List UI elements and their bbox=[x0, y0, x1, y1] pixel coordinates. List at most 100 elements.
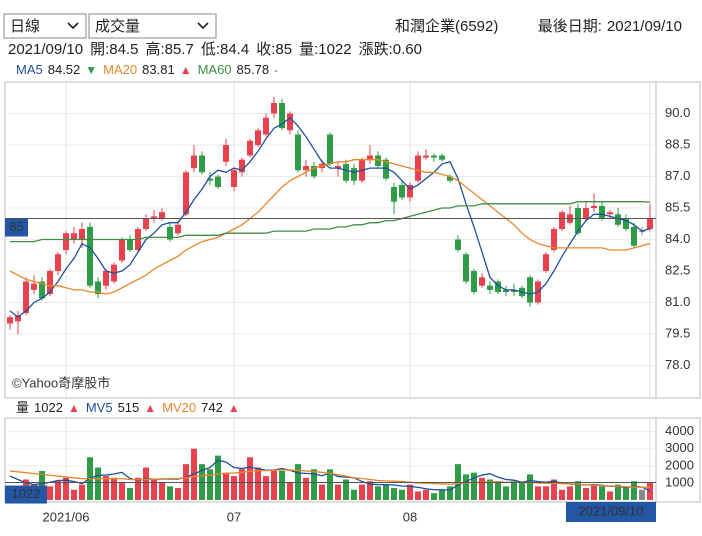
volume-bar bbox=[55, 481, 61, 500]
y-tick-label: 90.0 bbox=[665, 105, 690, 120]
volume-bar bbox=[511, 481, 517, 500]
candle-body bbox=[503, 289, 509, 292]
legend-value: 515 bbox=[118, 400, 140, 415]
volume-bar bbox=[287, 482, 293, 500]
legend-name: MA20 bbox=[103, 62, 137, 77]
legend-entry: MA20 83.81 ▲ bbox=[103, 62, 191, 77]
candle-body bbox=[631, 226, 637, 246]
last-date-value: 2021/09/10 bbox=[607, 18, 682, 35]
candle-body bbox=[343, 163, 349, 181]
volume-bar bbox=[39, 470, 45, 500]
candle-body bbox=[55, 254, 61, 271]
candle-body bbox=[95, 281, 101, 295]
candle-body bbox=[615, 214, 621, 225]
legend-trend: ▲ bbox=[180, 63, 192, 77]
volume-bar bbox=[639, 489, 645, 500]
volume-bar bbox=[463, 474, 469, 500]
volume-bar bbox=[239, 469, 245, 500]
info-value: 1022 bbox=[318, 41, 351, 58]
volume-bar bbox=[479, 477, 485, 500]
candle-body bbox=[103, 271, 109, 286]
dropdown-text[interactable]: 日線 bbox=[10, 18, 40, 35]
volume-bar bbox=[119, 482, 125, 500]
info-value: 85.7 bbox=[165, 41, 194, 58]
legend-name: MV20 bbox=[162, 400, 196, 415]
volume-bar bbox=[431, 493, 437, 500]
candle-body bbox=[311, 166, 317, 177]
candle-body bbox=[303, 166, 309, 171]
period-dropdown[interactable]: 日線 bbox=[3, 13, 87, 39]
candle-body bbox=[183, 172, 189, 215]
volume-bar bbox=[223, 472, 229, 500]
dropdown-text[interactable]: 成交量 bbox=[95, 17, 140, 35]
legend-trend: ▼ bbox=[85, 63, 97, 77]
dropdown-box[interactable] bbox=[3, 13, 87, 39]
volume-bar bbox=[407, 484, 413, 500]
candle-body bbox=[423, 155, 429, 158]
volume-bar bbox=[231, 476, 237, 500]
legend-trend: - bbox=[274, 63, 278, 77]
legend-name: MA60 bbox=[198, 62, 232, 77]
volume-bar bbox=[127, 488, 133, 500]
volume-bar bbox=[111, 477, 117, 500]
legend-entry: MV20 742 ▲ bbox=[162, 400, 240, 415]
candle-body bbox=[39, 281, 45, 299]
volume-bar bbox=[303, 477, 309, 500]
candle-body bbox=[119, 239, 125, 261]
info-label: 開: bbox=[90, 41, 109, 58]
volume-bar bbox=[167, 486, 173, 500]
candle-body bbox=[511, 289, 517, 292]
volume-bar bbox=[151, 479, 157, 500]
last-date: 最後日期: 2021/09/10 bbox=[538, 18, 682, 35]
candle-body bbox=[215, 176, 221, 187]
candle-body bbox=[71, 233, 77, 240]
volume-bar bbox=[559, 489, 565, 500]
volume-bar bbox=[207, 469, 213, 500]
volume-bar bbox=[535, 486, 541, 500]
candle-body bbox=[151, 216, 157, 219]
dropdown-box[interactable] bbox=[88, 13, 217, 39]
dropdown-chevron[interactable] bbox=[67, 22, 79, 30]
volume-bar bbox=[255, 467, 261, 500]
volume-bar bbox=[327, 469, 333, 500]
candle-body bbox=[255, 130, 261, 145]
candle-body bbox=[591, 205, 597, 208]
candle-body bbox=[383, 159, 389, 179]
candle-body bbox=[15, 315, 21, 322]
candle-body bbox=[351, 168, 357, 181]
volume-bar bbox=[543, 486, 549, 500]
indicator-dropdown[interactable]: 成交量 bbox=[88, 13, 217, 39]
ma-line bbox=[9, 469, 651, 488]
watermark: ©Yahoo奇摩股市 bbox=[12, 375, 110, 390]
candle-body bbox=[559, 212, 565, 229]
info-value: 85 bbox=[275, 41, 292, 58]
volume-bar bbox=[503, 486, 509, 500]
volume-bar bbox=[399, 489, 405, 500]
candle-body bbox=[647, 218, 653, 229]
dropdown-chevron[interactable] bbox=[197, 22, 209, 30]
candle-body bbox=[543, 254, 549, 271]
candle-body bbox=[7, 317, 13, 324]
candle-body bbox=[479, 277, 485, 286]
volume-bar bbox=[47, 486, 53, 500]
volume-bar bbox=[103, 476, 109, 500]
candle-body bbox=[471, 271, 477, 292]
legend-name: MA5 bbox=[16, 62, 43, 77]
y-tick-label: 84.0 bbox=[665, 231, 690, 246]
volume-bar bbox=[415, 491, 421, 500]
legend-entry: MA5 84.52 ▼ bbox=[16, 62, 97, 77]
info-value: 0.60 bbox=[393, 41, 422, 58]
volume-bar bbox=[79, 484, 85, 500]
volume-bar bbox=[383, 484, 389, 500]
volume-bar bbox=[263, 476, 269, 500]
last-date-label: 最後日期: bbox=[538, 18, 602, 35]
candle-body bbox=[271, 103, 277, 114]
candle-body bbox=[143, 218, 149, 229]
volume-bar bbox=[583, 488, 589, 500]
volume-bar bbox=[215, 455, 221, 500]
volume-bar bbox=[343, 479, 349, 500]
legend-entry: MA60 85.78- bbox=[198, 62, 279, 77]
info-date: 2021/09/10 bbox=[8, 41, 83, 58]
legend-value: 1022 bbox=[34, 400, 63, 415]
candle-body bbox=[463, 254, 469, 282]
